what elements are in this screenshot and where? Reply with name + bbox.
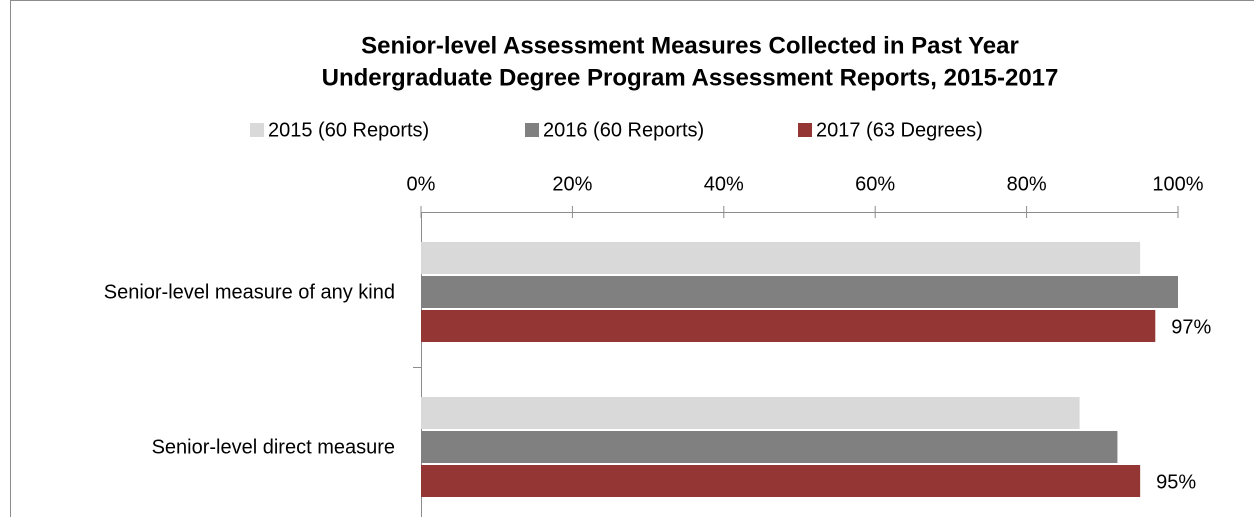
x-tick-label: 40% xyxy=(704,173,744,195)
bar xyxy=(421,276,1178,308)
x-tick-label: 0% xyxy=(407,173,436,195)
bar xyxy=(421,310,1156,342)
legend-label: 2015 (60 Reports) xyxy=(268,119,429,141)
bar xyxy=(421,242,1141,274)
legend-label: 2017 (63 Degrees) xyxy=(816,119,983,141)
y-tick-label: Senior-level direct measure xyxy=(152,436,395,458)
bar xyxy=(421,431,1118,463)
bar xyxy=(421,397,1080,429)
legend-label: 2016 (60 Reports) xyxy=(543,119,704,141)
x-tick-label: 60% xyxy=(855,173,895,195)
y-tick-label: Senior-level measure of any kind xyxy=(104,281,395,303)
chart-frame xyxy=(10,0,1254,517)
legend-swatch xyxy=(525,123,539,137)
value-label: 97% xyxy=(1171,316,1211,338)
legend-swatch xyxy=(798,123,812,137)
chart-title: Senior-level Assessment Measures Collect… xyxy=(361,32,1019,59)
x-tick-label: 20% xyxy=(552,173,592,195)
value-label: 95% xyxy=(1156,471,1196,493)
chart-subtitle: Undergraduate Degree Program Assessment … xyxy=(322,64,1059,91)
legend-swatch xyxy=(250,123,264,137)
bar xyxy=(421,465,1141,497)
x-tick-label: 80% xyxy=(1007,173,1047,195)
x-tick-label: 100% xyxy=(1152,173,1203,195)
